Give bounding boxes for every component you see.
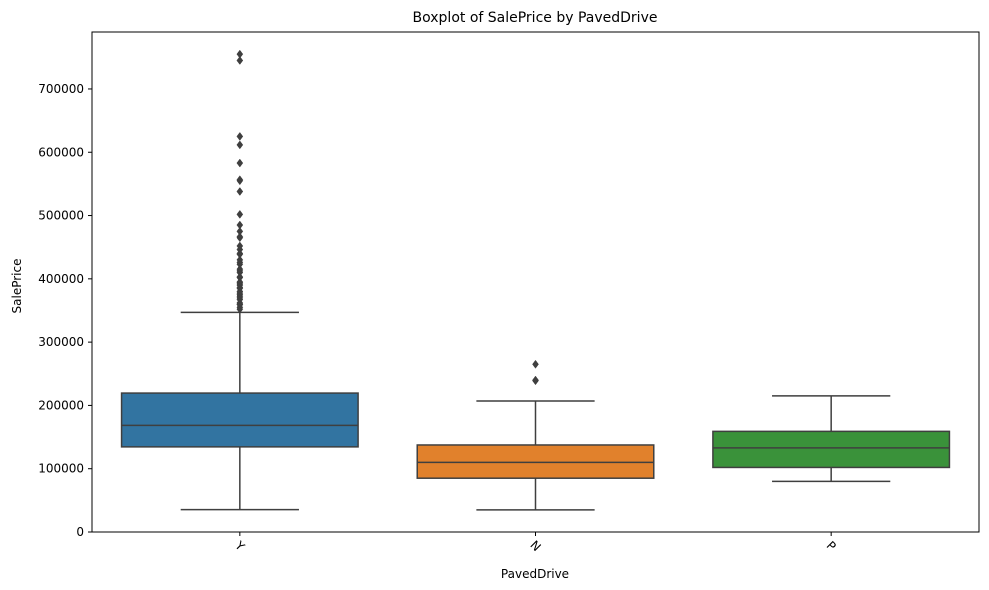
outlier-y <box>236 140 244 150</box>
outlier-y <box>236 272 244 282</box>
plot-area: 0 100000 200000 300000 400000 500000 600000 700… <box>38 31 980 554</box>
y-tick-label: 0 <box>76 525 84 539</box>
outlier-y <box>236 175 244 185</box>
outlier-y <box>236 255 244 265</box>
outlier-y <box>236 56 244 65</box>
x-axis-label: PavedDrive <box>501 567 569 581</box>
y-tick-label: 300000 <box>38 335 84 349</box>
outlier-y <box>236 187 244 196</box>
outlier-y <box>236 49 244 59</box>
x-tick-label-p: P <box>824 538 839 553</box>
outlier-y <box>236 277 244 287</box>
y-tick-label: 200000 <box>38 398 84 412</box>
y-tick-label: 700000 <box>38 82 84 96</box>
outlier-n <box>532 359 539 369</box>
box-y <box>120 392 359 448</box>
y-tick-label: 400000 <box>38 272 84 286</box>
outlier-y <box>236 132 244 141</box>
outlier-y <box>236 264 244 274</box>
outlier-y <box>236 241 244 251</box>
x-tick-label-y: Y <box>232 538 248 554</box>
box-n <box>416 444 655 479</box>
box-p <box>712 430 951 469</box>
y-tick-label: 500000 <box>38 209 84 223</box>
y-axis-label: SalePrice <box>10 259 24 314</box>
x-tick-label-n: N <box>527 538 543 554</box>
outlier-y <box>236 232 244 242</box>
outlier-y <box>236 209 244 219</box>
y-tick-label: 100000 <box>38 462 84 476</box>
y-tick-label: 600000 <box>38 145 84 159</box>
outlier-y <box>236 158 244 168</box>
outlier-y <box>236 220 244 230</box>
outlier-n <box>532 375 539 385</box>
outlier-y <box>236 226 244 236</box>
chart-title: Boxplot of SalePrice by PavedDrive <box>413 10 658 26</box>
